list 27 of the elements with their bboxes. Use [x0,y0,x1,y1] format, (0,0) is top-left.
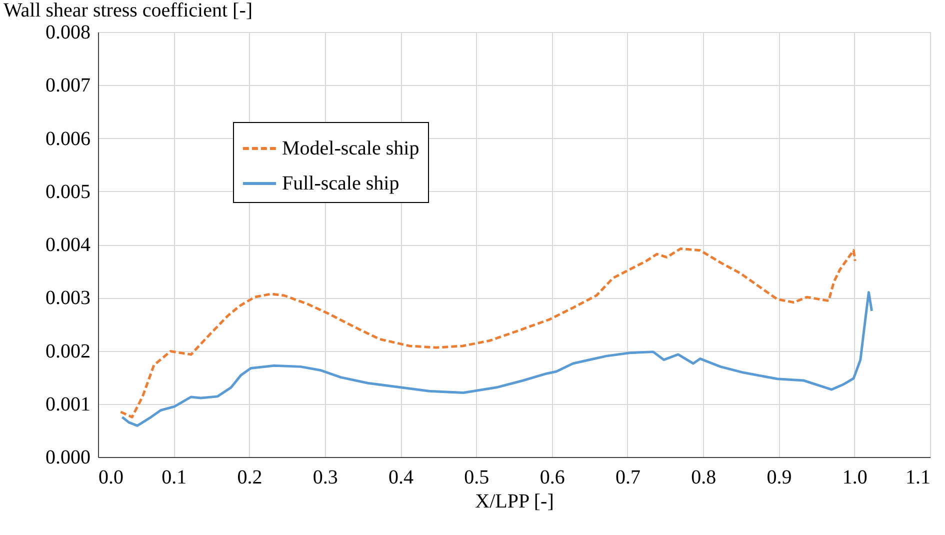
x-tick-label: 1.0 [842,466,868,488]
x-tick-label: 0.8 [691,466,716,488]
x-tick-label: 0.5 [464,466,490,488]
x-tick-label: 0.9 [766,466,792,488]
x-tick-label: 0.6 [540,466,565,488]
x-tick-label: 0.0 [98,466,124,488]
x-tick-label: 0.2 [237,466,262,488]
y-tick-label: 0.000 [46,446,90,468]
y-tick-label: 0.007 [46,74,90,97]
y-axis-title: Wall shear stress coefficient [-] [4,0,253,22]
y-tick-label: 0.001 [46,393,90,416]
y-tick-label: 0.004 [46,234,90,256]
y-tick-label: 0.005 [46,180,90,203]
x-tick-label: 1.1 [906,466,930,488]
y-tick-label: 0.003 [46,287,90,310]
x-tick-label: 0.7 [615,466,640,488]
y-tick-label: 0.006 [46,128,90,150]
x-axis-title: X/LPP [-] [475,490,554,512]
x-tick-label: 0.3 [312,466,338,488]
x-tick-label: 0.4 [388,466,414,488]
legend-label: Model-scale ship [282,138,420,160]
y-tick-label: 0.002 [46,340,90,362]
line-series [119,248,856,418]
y-tick-label: 0.008 [46,22,90,44]
x-tick-label: 0.1 [162,466,187,488]
line-series [120,291,874,427]
legend-label: Full-scale ship [282,172,400,194]
